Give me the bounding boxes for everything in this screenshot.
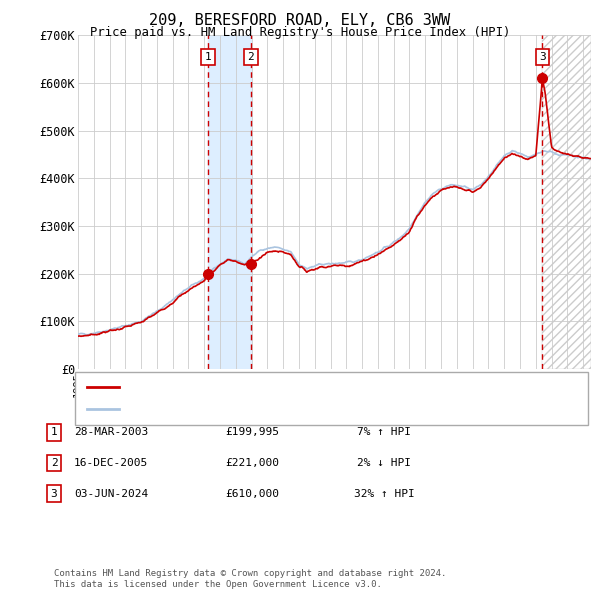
Text: Price paid vs. HM Land Registry's House Price Index (HPI): Price paid vs. HM Land Registry's House … — [90, 26, 510, 39]
Text: 209, BERESFORD ROAD, ELY, CB6 3WW: 209, BERESFORD ROAD, ELY, CB6 3WW — [149, 13, 451, 28]
Text: £199,995: £199,995 — [225, 428, 279, 437]
Text: £610,000: £610,000 — [225, 489, 279, 499]
Text: This data is licensed under the Open Government Licence v3.0.: This data is licensed under the Open Gov… — [54, 579, 382, 589]
Text: £221,000: £221,000 — [225, 458, 279, 468]
Text: 28-MAR-2003: 28-MAR-2003 — [74, 428, 148, 437]
Text: 2: 2 — [50, 458, 58, 468]
Text: HPI: Average price, detached house, East Cambridgeshire: HPI: Average price, detached house, East… — [125, 404, 469, 414]
Bar — [542, 35, 591, 369]
Text: 32% ↑ HPI: 32% ↑ HPI — [353, 489, 415, 499]
Text: 2: 2 — [248, 52, 254, 62]
Text: 1: 1 — [205, 52, 211, 62]
Text: 3: 3 — [539, 52, 546, 62]
Text: 03-JUN-2024: 03-JUN-2024 — [74, 489, 148, 499]
Text: 209, BERESFORD ROAD, ELY, CB6 3WW (detached house): 209, BERESFORD ROAD, ELY, CB6 3WW (detac… — [125, 382, 437, 392]
Text: Contains HM Land Registry data © Crown copyright and database right 2024.: Contains HM Land Registry data © Crown c… — [54, 569, 446, 578]
Text: 2% ↓ HPI: 2% ↓ HPI — [357, 458, 411, 468]
Text: 16-DEC-2005: 16-DEC-2005 — [74, 458, 148, 468]
Text: 3: 3 — [50, 489, 58, 499]
Bar — [208, 35, 251, 369]
Text: 1: 1 — [50, 428, 58, 437]
Text: 7% ↑ HPI: 7% ↑ HPI — [357, 428, 411, 437]
